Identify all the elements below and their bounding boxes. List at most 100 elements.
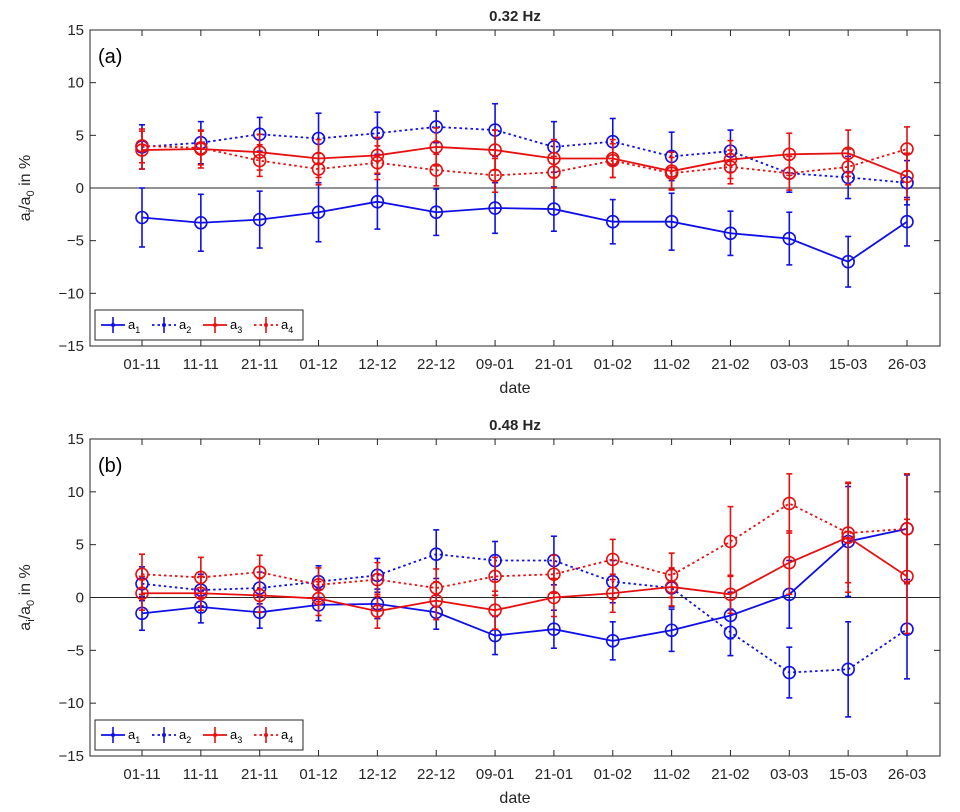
x-tick-label: 03-03: [770, 766, 808, 783]
series-line: [142, 536, 908, 613]
legend-label-main: a: [230, 727, 238, 742]
legend-marker: [162, 323, 166, 327]
y-label-part: in %: [17, 564, 34, 600]
y-label-sub: 0: [25, 600, 37, 606]
data-point: [547, 567, 561, 582]
data-point: [723, 160, 738, 174]
x-tick-label: 01-12: [299, 766, 337, 783]
data-point: [664, 568, 679, 583]
legend-label: a2: [179, 727, 191, 745]
y-label-sub: i: [25, 210, 37, 212]
x-tick-label: 11-11: [183, 766, 219, 783]
data-point: [782, 555, 797, 570]
y-axis-label: ai/a0 in %: [17, 564, 37, 630]
x-tick-label: 09-01: [476, 766, 514, 783]
data-point: [664, 166, 679, 181]
y-tick-label: 10: [67, 75, 84, 92]
data-point: [664, 214, 679, 229]
data-point: [900, 142, 914, 156]
legend-label-main: a: [128, 317, 136, 332]
legend-label-sub: 4: [288, 735, 293, 745]
data-point: [135, 210, 149, 225]
legend-label-sub: 3: [237, 735, 242, 745]
y-tick-label: 0: [76, 180, 84, 197]
y-tick-label: 15: [67, 22, 84, 39]
y-axis-label: ai/a0 in %: [17, 155, 37, 221]
y-tick-label: −5: [67, 642, 84, 659]
legend-box: [94, 719, 304, 751]
data-point: [841, 160, 855, 174]
legend-label-sub: 2: [186, 735, 191, 745]
chart-title: 0.32 Hz: [489, 8, 541, 25]
series-a2: [135, 529, 914, 718]
legend-label-sub: 1: [135, 325, 140, 335]
data-point: [429, 163, 444, 177]
data-point: [252, 565, 267, 579]
legend-label: a2: [179, 317, 191, 335]
data-point: [488, 569, 502, 584]
legend-label-main: a: [230, 317, 238, 332]
legend-label-main: a: [128, 727, 136, 742]
data-point: [547, 202, 561, 216]
data-point: [782, 665, 797, 680]
x-tick-label: 26-03: [888, 766, 926, 783]
data-point: [547, 622, 561, 637]
data-point: [900, 214, 914, 229]
x-tick-label: 22-12: [417, 766, 455, 783]
data-point: [605, 552, 620, 567]
y-label-part: a: [17, 212, 34, 221]
series-line: [141, 502, 908, 589]
data-point: [841, 254, 855, 269]
y-label-part: /a: [17, 606, 34, 619]
data-point: [782, 496, 797, 511]
x-tick-label: 01-11: [123, 766, 160, 783]
legend-label-sub: 4: [288, 325, 293, 335]
series-line: [141, 144, 908, 177]
x-tick-label: 21-02: [711, 356, 749, 373]
x-tick-label: 21-11: [241, 766, 278, 783]
x-tick-label: 15-03: [829, 356, 867, 373]
data-point: [488, 143, 502, 157]
x-tick-label: 11-02: [653, 766, 690, 783]
data-point: [370, 194, 385, 209]
legend-label: a1: [128, 727, 140, 745]
y-tick-label: −10: [59, 695, 84, 712]
panel-label: (b): [98, 455, 122, 477]
data-point: [782, 166, 797, 181]
series-a1: [135, 474, 914, 661]
data-point: [723, 587, 738, 602]
data-point: [488, 168, 502, 183]
x-tick-label: 01-12: [299, 356, 337, 373]
legend: a1 a2 a3 a4: [94, 309, 304, 341]
x-tick-label: 11-02: [653, 356, 690, 373]
data-point: [547, 165, 561, 179]
legend-label-sub: 1: [135, 735, 140, 745]
data-point: [252, 212, 267, 227]
data-point: [429, 140, 444, 154]
y-tick-label: −15: [59, 748, 84, 765]
data-point: [664, 623, 679, 638]
x-tick-label: 09-01: [476, 356, 514, 373]
x-tick-label: 11-11: [183, 356, 219, 373]
legend-label: a4: [281, 317, 293, 335]
series-a4: [135, 473, 914, 608]
legend-label: a4: [281, 727, 293, 745]
panel-label: (a): [98, 46, 122, 68]
x-tick-label: 21-01: [535, 766, 573, 783]
data-point: [135, 139, 149, 153]
series-line: [141, 553, 908, 674]
y-tick-label: −10: [59, 285, 84, 302]
y-label-sub: i: [25, 619, 37, 621]
x-axis-label: date: [499, 380, 530, 397]
legend-marker: [162, 733, 166, 737]
legend-marker: [264, 733, 268, 737]
chart-title: 0.48 Hz: [489, 417, 541, 434]
legend-label-sub: 2: [186, 325, 191, 335]
legend-label-main: a: [179, 727, 187, 742]
legend-box: [94, 309, 304, 341]
data-point: [311, 205, 326, 220]
x-tick-label: 01-02: [594, 356, 632, 373]
